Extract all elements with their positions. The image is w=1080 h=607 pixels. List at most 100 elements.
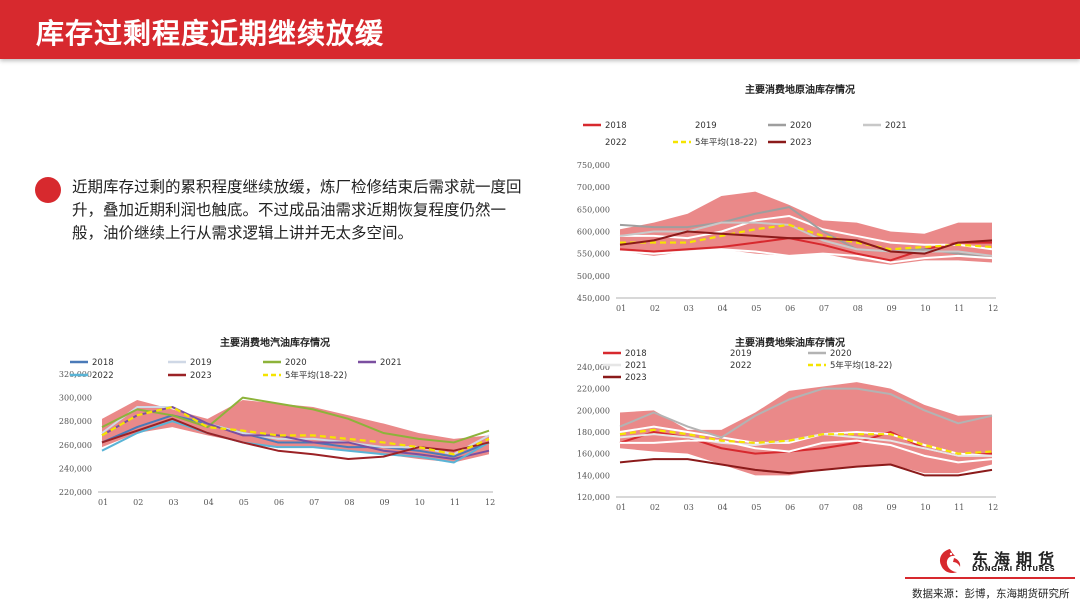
x-tick-label: 07	[819, 503, 829, 512]
x-tick-label: 03	[684, 304, 694, 313]
diesel-inventory-chart: 主要消费地柴油库存情况 120,000 140,000 160,000 180,000 2…	[560, 332, 1020, 517]
x-tick-label: 09	[379, 498, 389, 507]
legend-label: 5年平均(18-22)	[830, 360, 892, 371]
series-line-2023	[619, 458, 993, 477]
gasoline-inventory-chart: 主要消费地汽油库存情况 220,000 240,000 260,000 280,000 3…	[40, 332, 510, 512]
series-line-2020	[619, 387, 993, 439]
x-tick-label: 12	[485, 498, 495, 507]
y-tick-label: 140,000	[577, 471, 610, 480]
y-tick-label: 160,000	[577, 450, 610, 459]
chart-title: 主要消费地原油库存情况	[745, 83, 855, 96]
crude-inventory-chart: 主要消费地原油库存情况 450,000 500,000 550,000 600,000 6…	[560, 75, 1020, 320]
x-tick-label: 11	[954, 503, 964, 512]
y-tick-label: 200,000	[577, 406, 610, 415]
legend-label: 2023	[190, 371, 212, 381]
legend-label: 2020	[830, 349, 852, 359]
series-line-2023	[619, 230, 993, 255]
logo-en-text: DONGHAI FUTURES	[972, 565, 1056, 573]
y-tick-label: 220,000	[59, 488, 92, 497]
y-tick-label: 750,000	[577, 161, 610, 170]
y-tick-label: 450,000	[577, 294, 610, 303]
header-bar: 库存过剩程度近期继续放缓	[0, 0, 1080, 59]
x-tick-label: 03	[684, 503, 694, 512]
x-tick-label: 02	[650, 503, 660, 512]
legend-label: 2023	[790, 138, 812, 148]
legend-label: 2021	[380, 358, 402, 368]
y-tick-label: 550,000	[577, 250, 610, 259]
y-tick-label: 120,000	[577, 493, 610, 502]
x-tick-label: 02	[133, 498, 143, 507]
chart-title: 主要消费地柴油库存情况	[735, 336, 845, 349]
legend-label: 2021	[885, 121, 907, 131]
x-tick-label: 05	[751, 304, 761, 313]
y-tick-label: 240,000	[59, 464, 92, 473]
series-line-2018	[619, 237, 992, 262]
y-tick-label: 500,000	[577, 272, 610, 281]
x-tick-label: 10	[920, 304, 930, 313]
x-tick-label: 12	[988, 503, 998, 512]
series-line-5年平均(18-22)	[619, 428, 993, 455]
chart-title: 主要消费地汽油库存情况	[220, 336, 330, 349]
x-tick-label: 09	[887, 503, 897, 512]
y-tick-label: 300,000	[59, 394, 92, 403]
y-tick-label: 600,000	[577, 228, 610, 237]
diesel-chart-svg: 主要消费地柴油库存情况 120,000 140,000 160,000 180,000 2…	[577, 336, 998, 512]
x-tick-label: 07	[309, 498, 319, 507]
y-tick-label: 650,000	[577, 205, 610, 214]
crude-chart-svg: 主要消费地原油库存情况 450,000 500,000 550,000 600,000 6…	[577, 83, 998, 313]
bullet-text: 近期库存过剩的累积程度继续放缓，炼厂检修结束后需求就一度回升，叠加近期利润也触底…	[72, 178, 522, 242]
legend-label: 2021	[625, 361, 647, 371]
page-title: 库存过剩程度近期继续放缓	[36, 17, 385, 50]
legend-label: 5年平均(18-22)	[285, 370, 347, 381]
x-tick-label: 12	[988, 304, 998, 313]
series-line-2022	[620, 439, 993, 464]
donghai-dragon-icon	[940, 549, 961, 574]
gasoline-chart-svg: 主要消费地汽油库存情况 220,000 240,000 260,000 280,000 3…	[59, 336, 495, 507]
donghai-logo: 东海期货 DONGHAI FUTURES	[930, 544, 1060, 580]
legend-label: 2019	[695, 121, 717, 131]
x-tick-label: 02	[650, 304, 660, 313]
series-line-5年平均(18-22)	[101, 405, 490, 456]
y-tick-label: 280,000	[59, 417, 92, 426]
x-tick-label: 04	[717, 304, 727, 313]
legend-label: 5年平均(18-22)	[695, 137, 757, 148]
series-line-2021	[619, 433, 992, 457]
series-line-2019	[620, 214, 993, 251]
x-tick-label: 01	[616, 304, 626, 313]
x-tick-label: 06	[274, 498, 284, 507]
legend-label: 2020	[285, 358, 307, 368]
logo-cn-text: 东海期货	[972, 550, 1061, 569]
legend-label: 2020	[790, 121, 812, 131]
data-source: 数据来源：彭博，东海期货研究所	[912, 588, 1070, 600]
x-tick-label: 10	[415, 498, 425, 507]
x-tick-label: 08	[853, 503, 863, 512]
x-tick-label: 05	[239, 498, 249, 507]
footer-divider	[905, 577, 1075, 579]
x-tick-label: 11	[954, 304, 964, 313]
series-line-2022	[619, 248, 993, 264]
legend-label: 2022	[605, 138, 627, 148]
y-tick-label: 220,000	[577, 385, 610, 394]
x-tick-label: 11	[450, 498, 460, 507]
y-tick-label: 700,000	[577, 183, 610, 192]
series-line-2020	[619, 206, 993, 260]
legend-label: 2019	[190, 358, 212, 368]
series-line-2020	[101, 396, 490, 444]
legend-label: 2022	[92, 371, 114, 381]
legend-label: 2022	[730, 361, 752, 371]
x-tick-label: 01	[98, 498, 108, 507]
range-band	[620, 382, 992, 476]
x-tick-label: 06	[785, 304, 795, 313]
x-tick-label: 10	[920, 503, 930, 512]
legend-label: 2018	[605, 121, 627, 131]
bullet-icon	[35, 177, 61, 203]
legend-label: 2018	[92, 358, 114, 368]
y-tick-label: 240,000	[577, 363, 610, 372]
y-tick-label: 260,000	[59, 441, 92, 450]
x-tick-label: 04	[204, 498, 214, 507]
x-tick-label: 06	[785, 503, 795, 512]
x-tick-label: 04	[717, 503, 727, 512]
x-tick-label: 08	[344, 498, 354, 507]
y-tick-label: 180,000	[577, 428, 610, 437]
x-tick-label: 07	[819, 304, 829, 313]
